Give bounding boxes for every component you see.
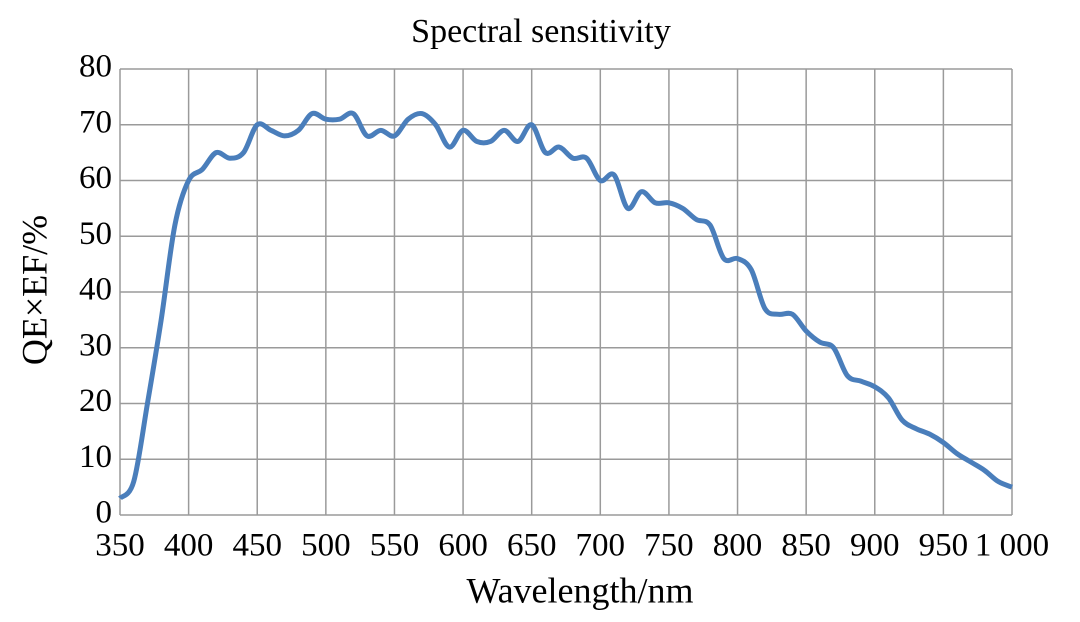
x-tick-label: 700 xyxy=(576,528,626,564)
y-tick-label: 10 xyxy=(79,439,112,475)
x-tick-label: 350 xyxy=(95,528,145,564)
y-tick-label: 20 xyxy=(79,383,112,419)
x-axis-label: Wavelength/nm xyxy=(466,570,693,610)
x-tick-label: 400 xyxy=(164,528,214,564)
x-tick-label: 900 xyxy=(850,528,900,564)
x-tick-label: 450 xyxy=(232,528,282,564)
x-tick-label: 800 xyxy=(713,528,763,564)
x-tick-label: 750 xyxy=(644,528,694,564)
y-tick-label: 40 xyxy=(79,272,112,308)
y-axis-label: QE×EF/% xyxy=(14,215,54,365)
y-tick-label: 70 xyxy=(79,104,112,140)
y-tick-label: 60 xyxy=(79,160,112,196)
x-tick-label: 650 xyxy=(507,528,557,564)
y-tick-label: 30 xyxy=(79,327,112,363)
chart-title: Spectral sensitivity xyxy=(411,13,671,50)
y-tick-label: 50 xyxy=(79,216,112,252)
y-tick-label: 0 xyxy=(96,495,113,531)
x-tick-label: 850 xyxy=(781,528,831,564)
x-tick-label: 550 xyxy=(370,528,420,564)
x-tick-label: 950 xyxy=(919,528,969,564)
x-tick-label: 600 xyxy=(438,528,488,564)
x-tick-label: 500 xyxy=(301,528,351,564)
data-line xyxy=(118,110,1013,501)
x-tick-label: 1 000 xyxy=(975,528,1049,564)
y-tick-label: 80 xyxy=(79,49,112,85)
